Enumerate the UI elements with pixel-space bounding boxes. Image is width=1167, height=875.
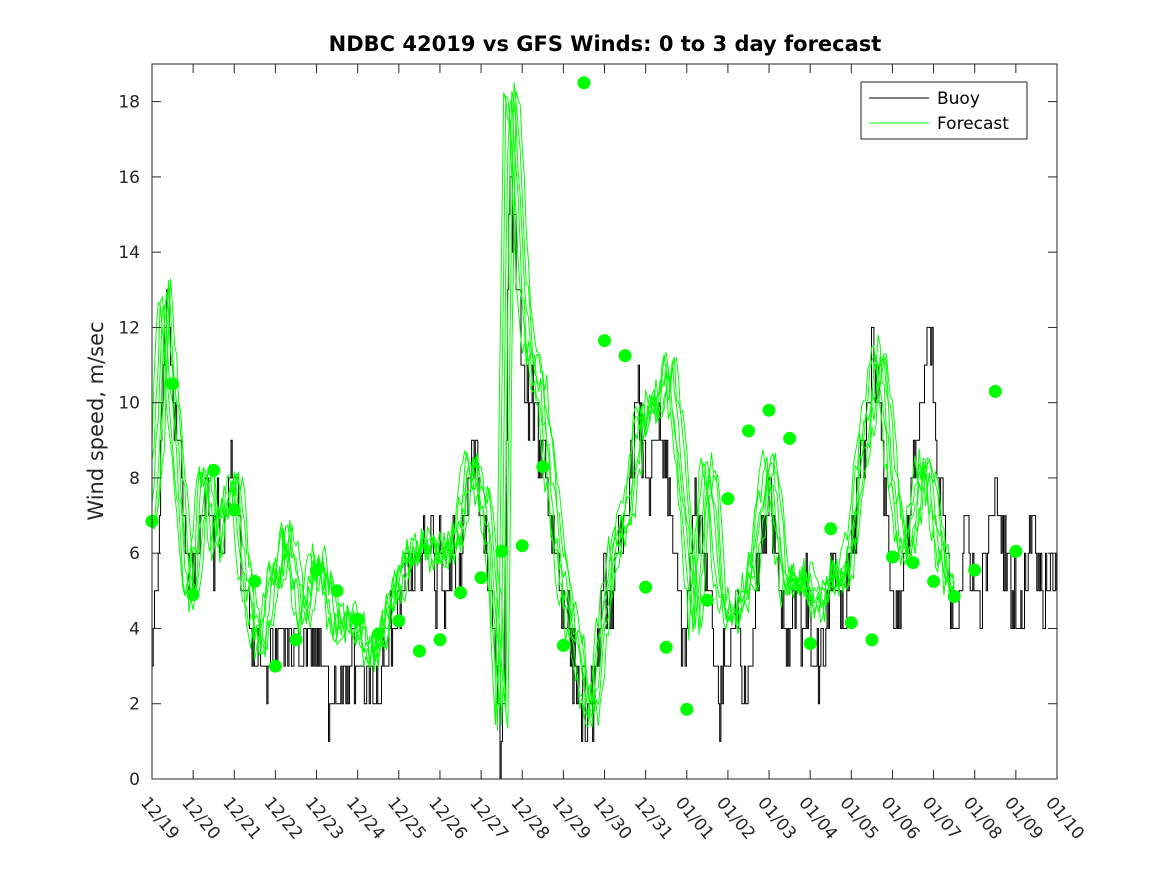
legend-buoy-label: Buoy xyxy=(937,89,980,109)
forecast-marker xyxy=(577,76,591,90)
forecast-marker xyxy=(618,349,632,363)
y-tick-label: 12 xyxy=(118,318,140,338)
y-tick-label: 14 xyxy=(118,243,140,263)
legend-forecast-label: Forecast xyxy=(937,114,1009,134)
forecast-series xyxy=(151,82,955,731)
x-tick-label: 12/31 xyxy=(630,793,677,843)
forecast-marker xyxy=(433,633,447,647)
x-tick-label: 01/01 xyxy=(671,793,718,843)
x-tick-label: 12/25 xyxy=(383,793,430,843)
x-tick-label: 12/29 xyxy=(548,793,595,843)
forecast-marker xyxy=(598,334,611,348)
forecast-marker xyxy=(906,556,920,570)
y-tick-label: 16 xyxy=(118,168,140,188)
forecast-marker xyxy=(762,403,776,417)
x-tick-label: 12/28 xyxy=(506,793,553,843)
x-tick-label: 12/23 xyxy=(301,793,348,843)
legend: Buoy Forecast xyxy=(860,81,1028,140)
forecast-marker xyxy=(166,377,180,391)
forecast-marker xyxy=(639,580,653,594)
forecast-marker xyxy=(330,584,344,598)
forecast-marker xyxy=(927,574,941,588)
forecast-marker xyxy=(680,702,694,716)
forecast-marker xyxy=(515,539,529,553)
forecast-marker xyxy=(454,586,467,600)
forecast-marker xyxy=(412,644,426,658)
x-tick-label: 12/26 xyxy=(424,793,471,843)
x-tick-label: 01/08 xyxy=(959,793,1006,843)
x-tick-label: 12/19 xyxy=(136,793,183,843)
forecast-marker xyxy=(556,638,570,652)
y-axis: 0 2 4 6 8 10 12 14 16 18 xyxy=(118,93,1057,790)
x-tick-label: 01/02 xyxy=(712,793,759,843)
y-tick-label: 2 xyxy=(129,695,140,715)
y-tick-label: 8 xyxy=(129,469,140,489)
x-tick-label: 12/27 xyxy=(465,793,512,843)
forecast-line xyxy=(151,82,955,715)
forecast-markers xyxy=(145,76,1023,716)
forecast-marker xyxy=(783,431,797,445)
forecast-marker xyxy=(886,550,899,564)
x-tick-label: 01/10 xyxy=(1041,793,1088,843)
x-tick-label: 12/21 xyxy=(218,793,265,843)
forecast-marker xyxy=(186,588,200,602)
forecast-marker xyxy=(659,640,673,654)
forecast-marker xyxy=(803,637,817,650)
forecast-marker xyxy=(1009,544,1023,558)
x-tick-label: 12/24 xyxy=(342,793,389,843)
forecast-marker xyxy=(392,614,406,628)
forecast-marker xyxy=(289,633,303,647)
x-tick-label: 12/20 xyxy=(177,793,224,843)
forecast-marker xyxy=(947,590,961,603)
x-tick-label: 01/05 xyxy=(835,793,882,843)
forecast-marker xyxy=(495,544,509,558)
forecast-marker xyxy=(988,384,1002,398)
y-tick-label: 0 xyxy=(129,770,140,790)
forecast-marker xyxy=(721,492,735,506)
y-tick-label: 10 xyxy=(118,394,140,414)
forecast-marker xyxy=(351,612,365,626)
forecast-marker xyxy=(700,593,714,607)
x-tick-label: 01/03 xyxy=(753,793,800,843)
forecast-marker xyxy=(536,460,550,474)
forecast-line xyxy=(151,91,955,729)
y-tick-label: 18 xyxy=(118,93,140,113)
forecast-marker xyxy=(371,627,385,641)
chart-title: NDBC 42019 vs GFS Winds: 0 to 3 day fore… xyxy=(329,32,882,56)
y-tick-label: 4 xyxy=(129,619,140,639)
plot-area xyxy=(145,63,1058,780)
forecast-marker xyxy=(742,424,755,438)
forecast-marker xyxy=(227,503,241,517)
forecast-marker xyxy=(207,463,221,477)
x-tick-label: 01/04 xyxy=(794,793,841,843)
x-tick-label: 12/30 xyxy=(589,793,636,843)
x-tick-label: 12/22 xyxy=(260,793,307,843)
y-axis-label: Wind speed, m/sec xyxy=(84,321,108,520)
forecast-marker xyxy=(474,571,488,585)
legend-box xyxy=(860,81,1028,140)
plot-background xyxy=(152,64,1057,779)
forecast-marker xyxy=(968,563,982,577)
forecast-marker xyxy=(268,659,282,673)
forecast-marker xyxy=(248,574,262,588)
forecast-line xyxy=(151,97,955,719)
forecast-marker xyxy=(310,563,323,577)
forecast-line xyxy=(151,92,955,726)
forecast-marker xyxy=(844,616,858,630)
x-tick-label: 01/07 xyxy=(918,793,965,843)
forecast-marker xyxy=(865,633,879,647)
x-tick-label: 01/06 xyxy=(877,793,924,843)
forecast-marker xyxy=(824,522,838,536)
y-tick-label: 6 xyxy=(129,544,140,564)
x-tick-label: 01/09 xyxy=(1000,793,1047,843)
